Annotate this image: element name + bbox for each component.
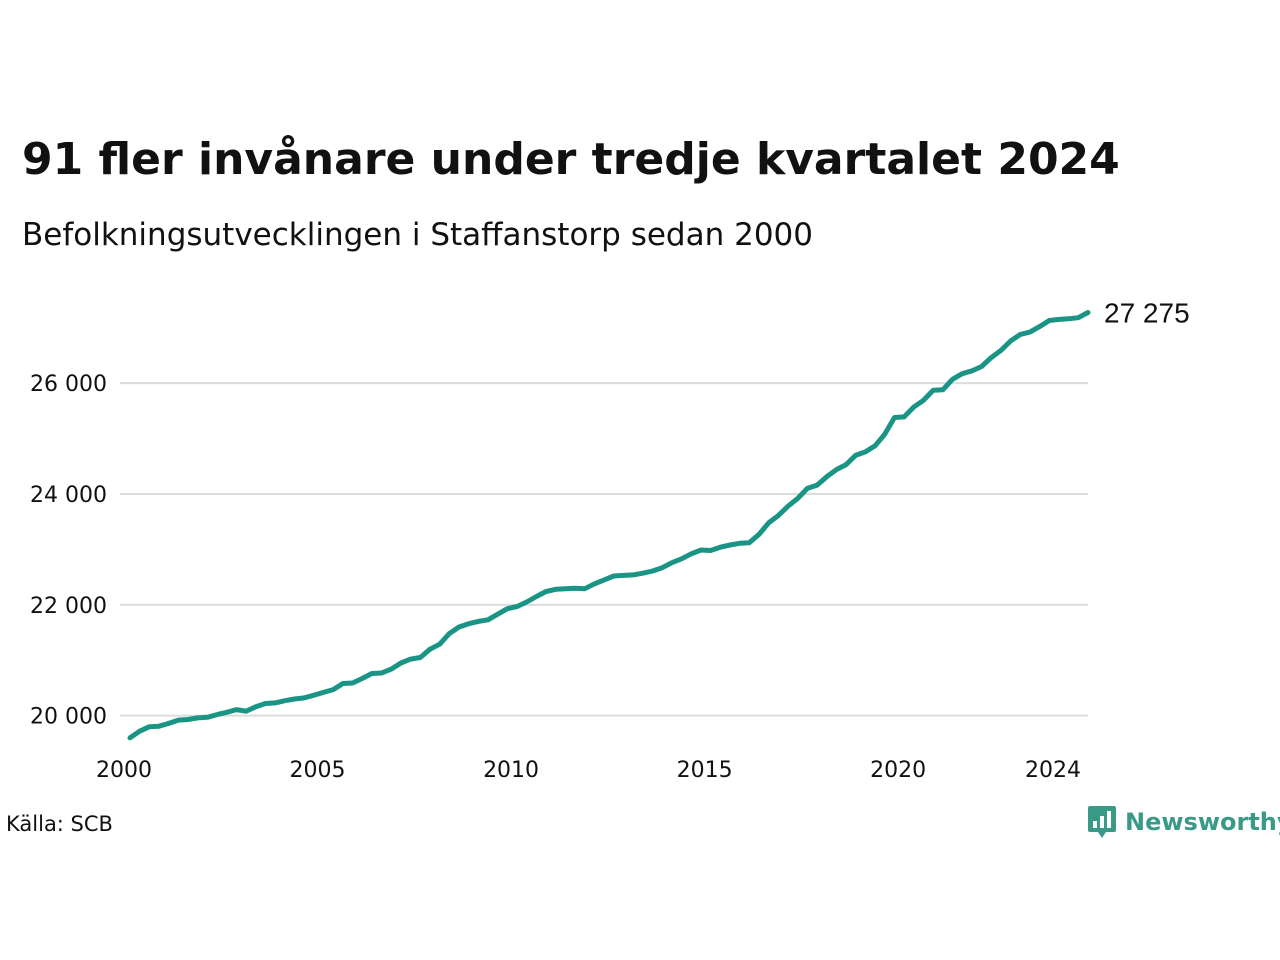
y-tick-label: 26 000: [30, 372, 107, 397]
brand-name: Newsworthy: [1125, 808, 1280, 836]
y-axis-tick-labels: 20 000 22 000 24 000 26 000: [30, 372, 107, 730]
x-tick-label: 2020: [870, 758, 926, 783]
x-axis-tick-labels: 2000 2005 2010 2015 2020 2024: [96, 758, 1081, 783]
newsworthy-brand[interactable]: Newsworthy: [1087, 803, 1280, 841]
end-label-layer: 27 275: [1104, 297, 1190, 328]
grid-lines: [120, 382, 1088, 717]
x-tick-label: 2005: [290, 758, 346, 783]
x-tick-label: 2010: [483, 758, 539, 783]
series-layer: [127, 310, 1091, 741]
end-value-label: 27 275: [1104, 297, 1190, 328]
newsworthy-logo-icon: [1088, 806, 1116, 838]
x-tick-label: 2000: [96, 758, 152, 783]
y-tick-label: 20 000: [30, 705, 107, 730]
source-note: Källa: SCB: [6, 812, 113, 836]
x-tick-label: 2015: [677, 758, 733, 783]
x-tick-label: 2024: [1025, 758, 1081, 783]
y-tick-label: 24 000: [30, 483, 107, 508]
population-series-line: [127, 310, 1091, 741]
chart-subtitle: Befolkningsutvecklingen i Staffanstorp s…: [22, 217, 813, 253]
y-tick-label: 22 000: [30, 594, 107, 619]
chart-title: 91 fler invånare under tredje kvartalet …: [22, 134, 1120, 185]
